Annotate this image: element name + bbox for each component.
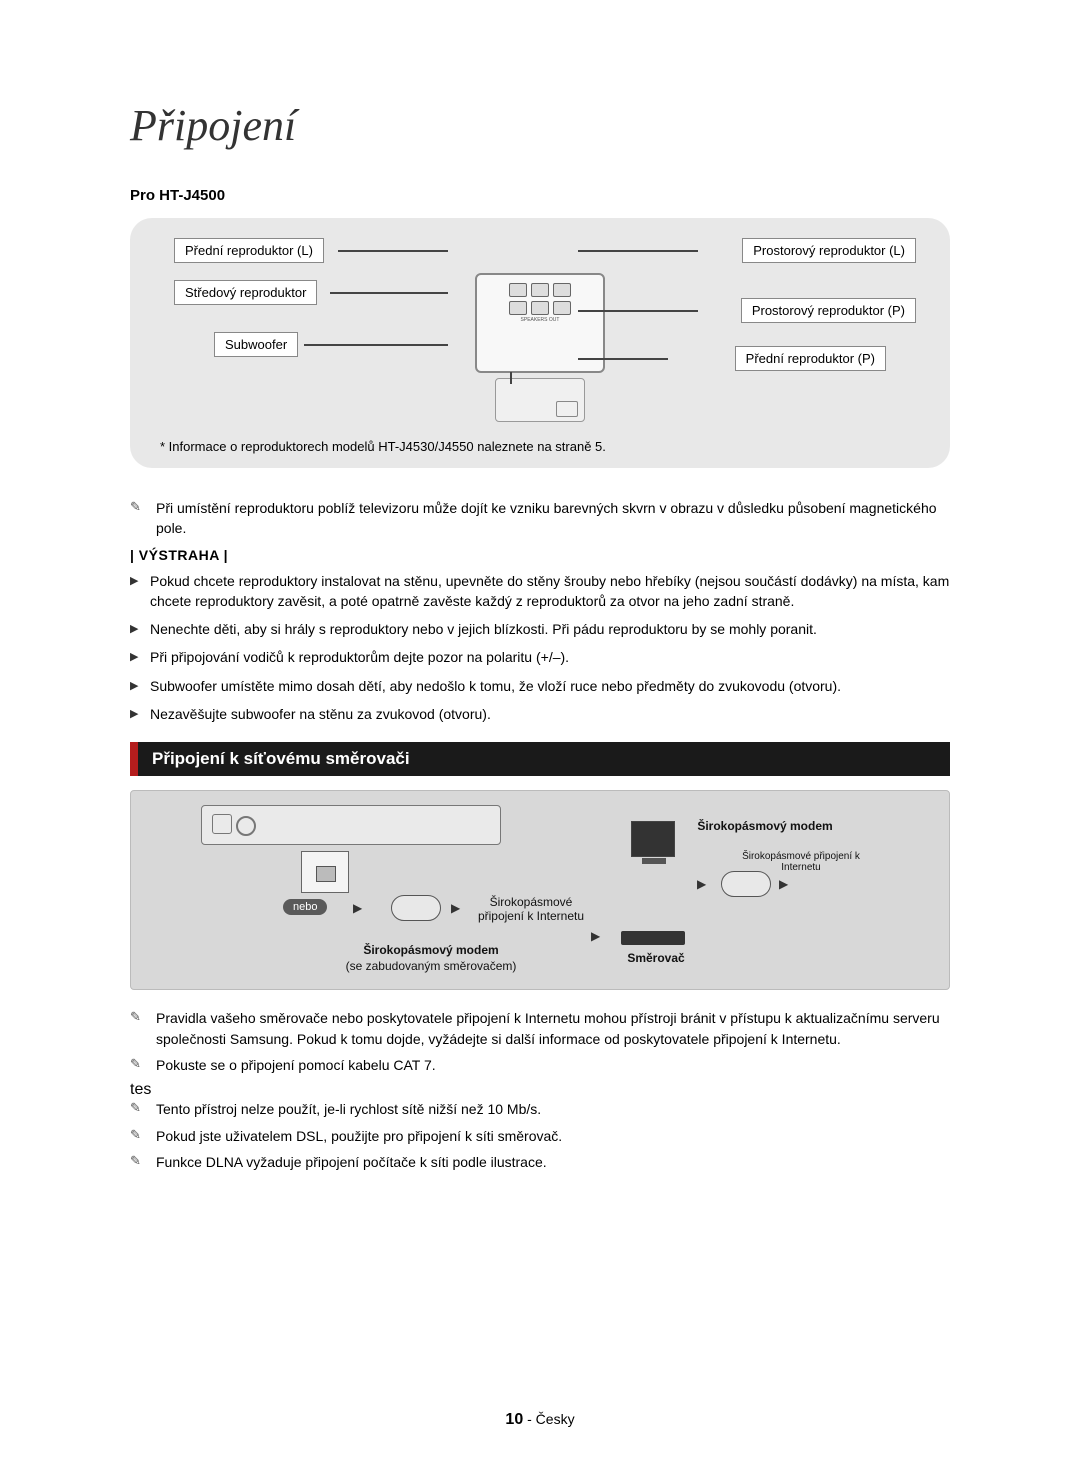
note-text: Při umístění reproduktoru poblíž televiz… xyxy=(156,498,950,539)
section-header-network: Připojení k síťovému směrovači xyxy=(130,742,950,776)
product-rear-icon xyxy=(201,805,501,845)
caption-bb-modem-router: Širokopásmový modem xyxy=(331,943,531,957)
net-note: Pravidla vašeho směrovače nebo poskytova… xyxy=(156,1008,950,1049)
speaker-connection-diagram: SPEAKERS OUT Přední reproduktor (L) Stře… xyxy=(130,218,950,468)
warning-item: Pokud chcete reproduktory instalovat na … xyxy=(150,571,950,612)
net-note: Pokuste se o připojení pomocí kabelu CAT… xyxy=(156,1055,436,1075)
label-surround-left: Prostorový reproduktor (L) xyxy=(742,238,916,263)
bullet-icon: ▶ xyxy=(130,676,140,696)
model-label: Pro HT-J4500 xyxy=(130,187,950,204)
net-note: Funkce DLNA vyžaduje připojení počítače … xyxy=(156,1152,547,1172)
note-icon: ✎ xyxy=(130,1055,146,1075)
note-icon: ✎ xyxy=(130,1008,146,1049)
router-icon xyxy=(621,931,685,945)
diagram-footnote: * Informace o reproduktorech modelů HT-J… xyxy=(160,439,606,454)
bullet-icon: ▶ xyxy=(130,647,140,667)
note-block: ✎ Při umístění reproduktoru poblíž telev… xyxy=(130,498,950,724)
network-diagram: nebo ▶ ▶ Širokopásmový modem (se zabudov… xyxy=(130,790,950,990)
caption-bb-internet-2: Širokopásmové připojení k Internetu xyxy=(731,851,871,873)
modem-router-icon xyxy=(391,895,441,921)
label-surround-right: Prostorový reproduktor (P) xyxy=(741,298,916,323)
warning-item: Nenechte děti, aby si hrály s reprodukto… xyxy=(150,619,817,639)
unit-back-icon xyxy=(495,378,585,422)
caption-bb-internet-1: Širokopásmové připojení k Internetu xyxy=(471,895,591,923)
note-icon: ✎ xyxy=(130,1126,146,1146)
label-subwoofer: Subwoofer xyxy=(214,332,298,357)
network-notes: ✎Pravidla vašeho směrovače nebo poskytov… xyxy=(130,1008,950,1172)
bullet-icon: ▶ xyxy=(130,704,140,724)
caption-router: Směrovač xyxy=(611,951,701,965)
ethernet-port-icon xyxy=(301,851,349,893)
pc-icon xyxy=(631,821,675,857)
bullet-icon: ▶ xyxy=(130,571,140,612)
page-number: 10 - Česky xyxy=(505,1411,574,1429)
page-number-value: 10 xyxy=(505,1411,523,1428)
warning-item: Nezavěšujte subwoofer na stěnu za zvukov… xyxy=(150,704,491,724)
net-note: Pokud jste uživatelem DSL, použijte pro … xyxy=(156,1126,562,1146)
caption-bb-modem-router-sub: (se zabudovaným směrovačem) xyxy=(331,959,531,973)
note-icon: ✎ xyxy=(130,1099,146,1119)
modem-icon xyxy=(721,871,771,897)
warning-item: Subwoofer umístěte mimo dosah dětí, aby … xyxy=(150,676,841,696)
bullet-icon: ▶ xyxy=(130,619,140,639)
page-title: Připojení xyxy=(130,100,950,151)
net-note: Tento přístroj nelze použít, je-li rychl… xyxy=(156,1099,541,1119)
note-icon: ✎ xyxy=(130,1152,146,1172)
label-front-right: Přední reproduktor (P) xyxy=(735,346,886,371)
or-chip: nebo xyxy=(283,899,327,915)
label-center: Středový reproduktor xyxy=(174,280,317,305)
warning-heading: | VÝSTRAHA | xyxy=(130,547,950,563)
caption-bb-modem: Širokopásmový modem xyxy=(695,819,835,833)
label-front-left: Přední reproduktor (L) xyxy=(174,238,324,263)
warning-item: Při připojování vodičů k reproduktorům d… xyxy=(150,647,569,667)
note-icon: ✎ xyxy=(130,498,146,539)
page-lang: - Česky xyxy=(527,1411,574,1427)
